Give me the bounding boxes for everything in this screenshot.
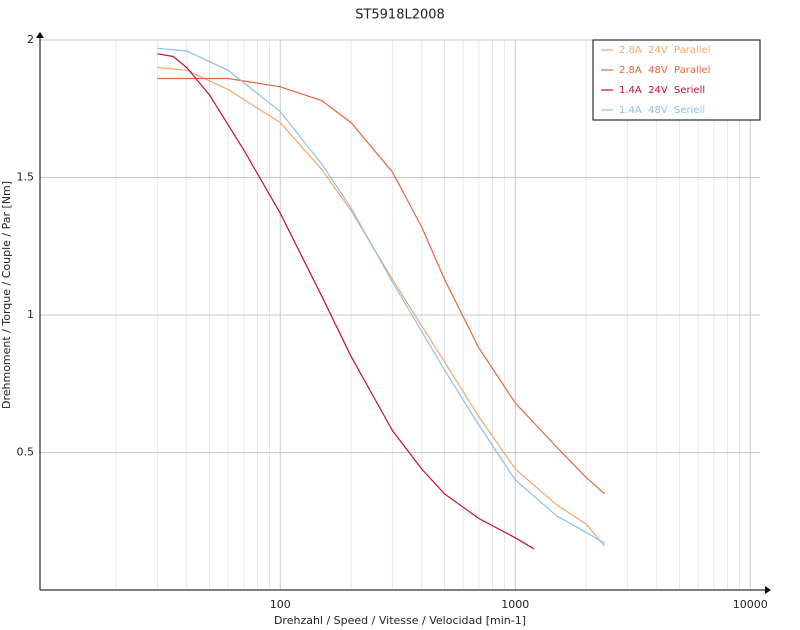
y-axis-label: Drehmoment / Torque / Couple / Par [Nm] — [0, 181, 13, 409]
x-axis-arrow — [765, 586, 771, 594]
legend-label: 2.8A 48V Parallel — [619, 65, 710, 76]
series-line — [157, 77, 605, 495]
series-line — [157, 47, 605, 544]
y-tick-label: 1 — [27, 308, 34, 321]
legend-label: 1.4A 24V Seriell — [619, 85, 705, 96]
y-tick-label: 0.5 — [17, 446, 35, 459]
y-axis-arrow — [36, 32, 44, 38]
x-tick-label: 100 — [270, 598, 291, 611]
series-line — [157, 53, 535, 550]
legend-label: 1.4A 48V Seriell — [619, 105, 705, 116]
x-axis-label: Drehzahl / Speed / Vitesse / Velocidad [… — [274, 614, 526, 627]
y-tick-label: 2 — [27, 33, 34, 46]
x-tick-label: 1000 — [501, 598, 529, 611]
legend-box — [592, 39, 761, 121]
legend-label: 2.8A 24V Parallel — [619, 45, 710, 56]
chart-title: ST5918L2008 — [355, 8, 445, 23]
y-tick-label: 1.5 — [17, 171, 35, 184]
series-line — [157, 66, 606, 547]
x-tick-label: 10000 — [733, 598, 768, 611]
